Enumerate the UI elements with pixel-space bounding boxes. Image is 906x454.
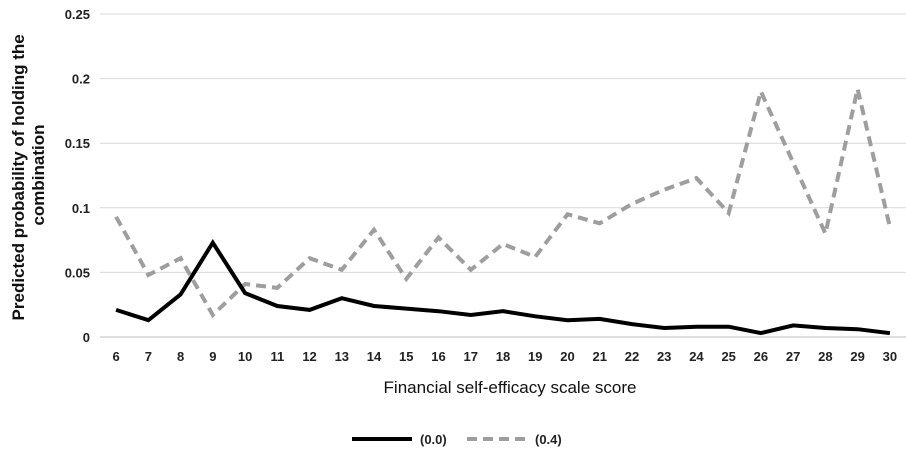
y-tick-label: 0.2 [72,72,90,87]
x-tick-label: 15 [399,349,413,364]
x-tick-label: 16 [431,349,445,364]
x-tick-label: 21 [592,349,606,364]
x-tick-label: 28 [818,349,832,364]
x-tick-label: 10 [238,349,252,364]
series-line-1 [114,85,892,319]
x-tick-label: 24 [689,349,704,364]
legend-label-series-1: (0.4) [535,432,562,447]
x-tick-label: 8 [177,349,184,364]
legend: (0.0) (0.4) [352,432,562,447]
gridlines [100,13,906,338]
y-axis-title-line-2: combination [29,124,48,225]
x-tick-label: 11 [270,349,284,364]
x-tick-label: 19 [528,349,542,364]
y-tick-label: 0.15 [65,136,90,151]
y-axis-ticks: 0 0.05 0.1 0.15 0.2 0.25 [65,7,90,345]
x-tick-label: 12 [302,349,316,364]
x-tick-label: 26 [754,349,768,364]
series-lines [114,85,892,336]
x-tick-label: 29 [850,349,864,364]
y-axis-title-line-1: Predicted probability of holding the [9,34,28,320]
y-tick-label: 0.25 [65,7,90,22]
y-tick-label: 0.05 [65,265,90,280]
x-tick-label: 18 [496,349,510,364]
x-tick-label: 9 [209,349,216,364]
x-tick-label: 17 [464,349,478,364]
x-tick-label: 13 [335,349,349,364]
x-tick-label: 25 [721,349,735,364]
x-tick-label: 14 [367,349,382,364]
y-tick-label: 0.1 [72,201,90,216]
x-axis-ticks: 6 7 8 9 10 11 12 13 14 15 16 17 18 19 20 21 22 23 24 25 26 27… [113,349,898,364]
x-tick-label: 22 [625,349,639,364]
x-tick-label: 7 [145,349,152,364]
y-tick-label: 0 [83,330,90,345]
legend-label-series-0: (0.0) [420,432,447,447]
x-tick-label: 23 [657,349,671,364]
x-tick-label: 6 [113,349,120,364]
x-tick-label: 30 [883,349,897,364]
x-axis-title: Financial self-efficacy scale score [384,378,637,397]
y-axis-title: Predicted probability of holding the com… [9,30,48,321]
series-line-0 [115,238,891,336]
x-tick-label: 20 [560,349,574,364]
x-tick-label: 27 [786,349,800,364]
